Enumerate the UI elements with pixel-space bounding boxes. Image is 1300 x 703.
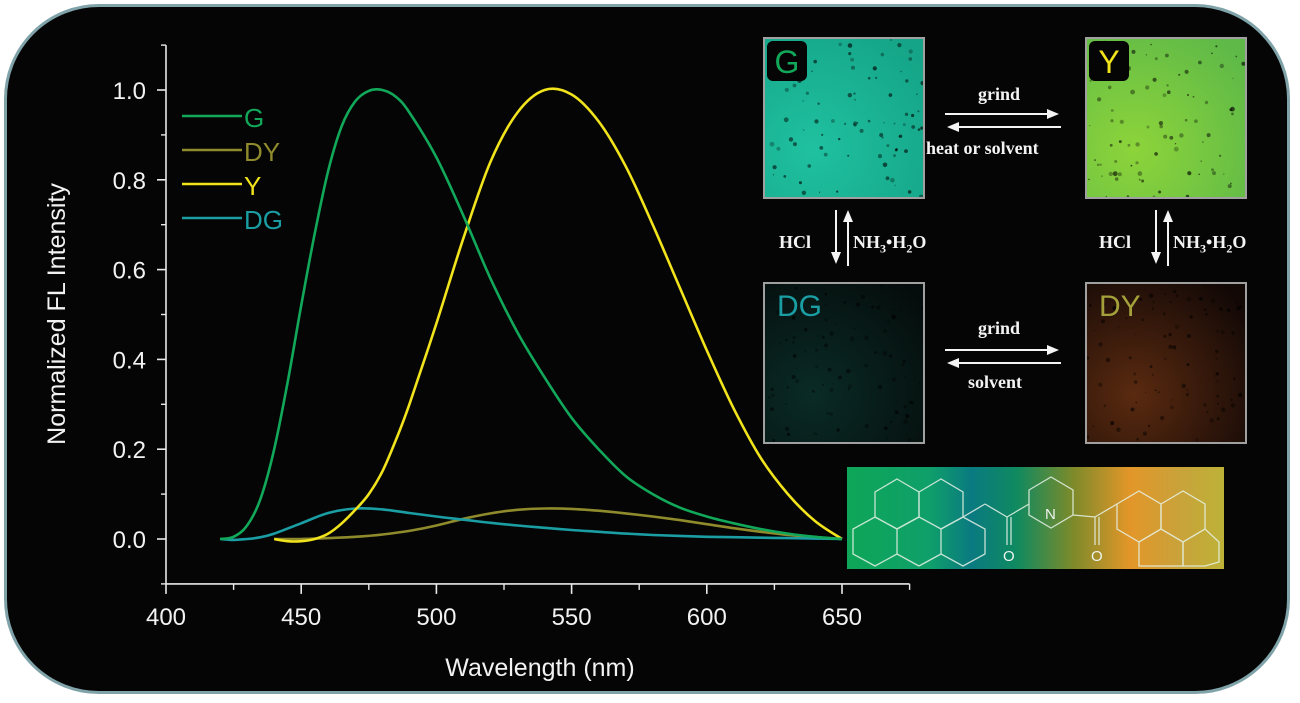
photo-DG: DG — [763, 282, 925, 444]
y-tick-label: 0.6 — [113, 258, 146, 285]
series-line-G — [219, 88, 843, 541]
series-line-DY — [274, 507, 843, 541]
series-lines — [219, 87, 843, 543]
photo-label-DY: DY — [1099, 290, 1141, 323]
photo-DY: DY — [1085, 282, 1247, 444]
y-axis-title: Normalized FL Intensity — [43, 183, 71, 445]
left-up-label: NH3•H2O — [853, 232, 927, 256]
legend-label-DY: DY — [244, 137, 280, 167]
arrow-left-icon — [947, 358, 959, 368]
right-vertical-arrows — [1151, 210, 1173, 266]
right-down-label: HCl — [1099, 232, 1132, 252]
left-down-label: HCl — [779, 232, 812, 252]
arrow-up-icon — [1163, 210, 1173, 222]
y-tick-label: 0.8 — [113, 168, 146, 195]
photo-label-G: G — [767, 41, 807, 81]
right-up-label: NH3•H2O — [1173, 232, 1247, 256]
top-equilibrium-arrows — [945, 109, 1061, 132]
legend-label-G: G — [244, 103, 264, 133]
bottom-backward-label: solvent — [968, 372, 1022, 392]
top-forward-label: grind — [978, 84, 1021, 104]
legend-label-Y: Y — [244, 171, 261, 201]
ring — [1138, 528, 1184, 567]
arrow-down-icon — [831, 252, 841, 264]
x-tick-label: 650 — [822, 604, 862, 631]
ring — [1182, 528, 1220, 567]
figure-frame — [4, 4, 1290, 694]
y-tick-label: 0.4 — [113, 347, 146, 374]
bottom-forward-label: grind — [978, 318, 1021, 338]
y-tick-label: 0.2 — [113, 437, 146, 464]
legend-label-DG: DG — [244, 205, 283, 235]
photo-Y: Y — [1085, 37, 1247, 199]
ring — [1116, 490, 1162, 543]
ring — [1160, 490, 1206, 543]
left-vertical-arrows — [831, 210, 853, 266]
legend: G DY Y DG — [182, 103, 283, 235]
oxygen-atom-1: O — [1003, 548, 1015, 565]
x-tick-label: 450 — [281, 604, 321, 631]
x-tick-label: 400 — [146, 604, 186, 631]
photo-label-DG: DG — [777, 290, 822, 323]
x-tick-label: 550 — [552, 604, 592, 631]
photo-texture — [1087, 284, 1245, 442]
ring — [940, 516, 986, 567]
molecular-structure: N O O — [847, 467, 1224, 569]
top-backward-label: heat or solvent — [926, 138, 1039, 158]
x-axis-title: Wavelength (nm) — [445, 654, 634, 682]
photo-texture — [768, 284, 923, 442]
arrow-right-icon — [1047, 345, 1059, 355]
photo-texture — [769, 39, 923, 197]
photo-G: G — [763, 37, 925, 199]
arrow-down-icon — [1151, 252, 1161, 264]
oxygen-atom-2: O — [1091, 548, 1103, 565]
x-tick-label: 500 — [416, 604, 456, 631]
series-line-Y — [273, 87, 843, 543]
arrow-right-icon — [1047, 109, 1059, 119]
nitrogen-atom: N — [1045, 506, 1056, 523]
photo-label-Y: Y — [1089, 41, 1129, 81]
ring — [874, 478, 920, 530]
bottom-equilibrium-arrows — [945, 345, 1061, 368]
y-tick-label: 1.0 — [113, 78, 146, 105]
arrow-up-icon — [843, 210, 853, 222]
arrow-left-icon — [947, 122, 959, 132]
molecule-drawing: N O O — [852, 476, 1220, 567]
ring — [852, 516, 898, 567]
series-line-DG — [220, 506, 843, 542]
y-tick-label: 0.0 — [113, 527, 146, 554]
ring — [918, 478, 964, 530]
axes: 0.0 0.2 0.4 0.6 0.8 1.0 400 450 500 550 600 650 — [113, 44, 911, 631]
x-tick-label: 600 — [687, 604, 727, 631]
